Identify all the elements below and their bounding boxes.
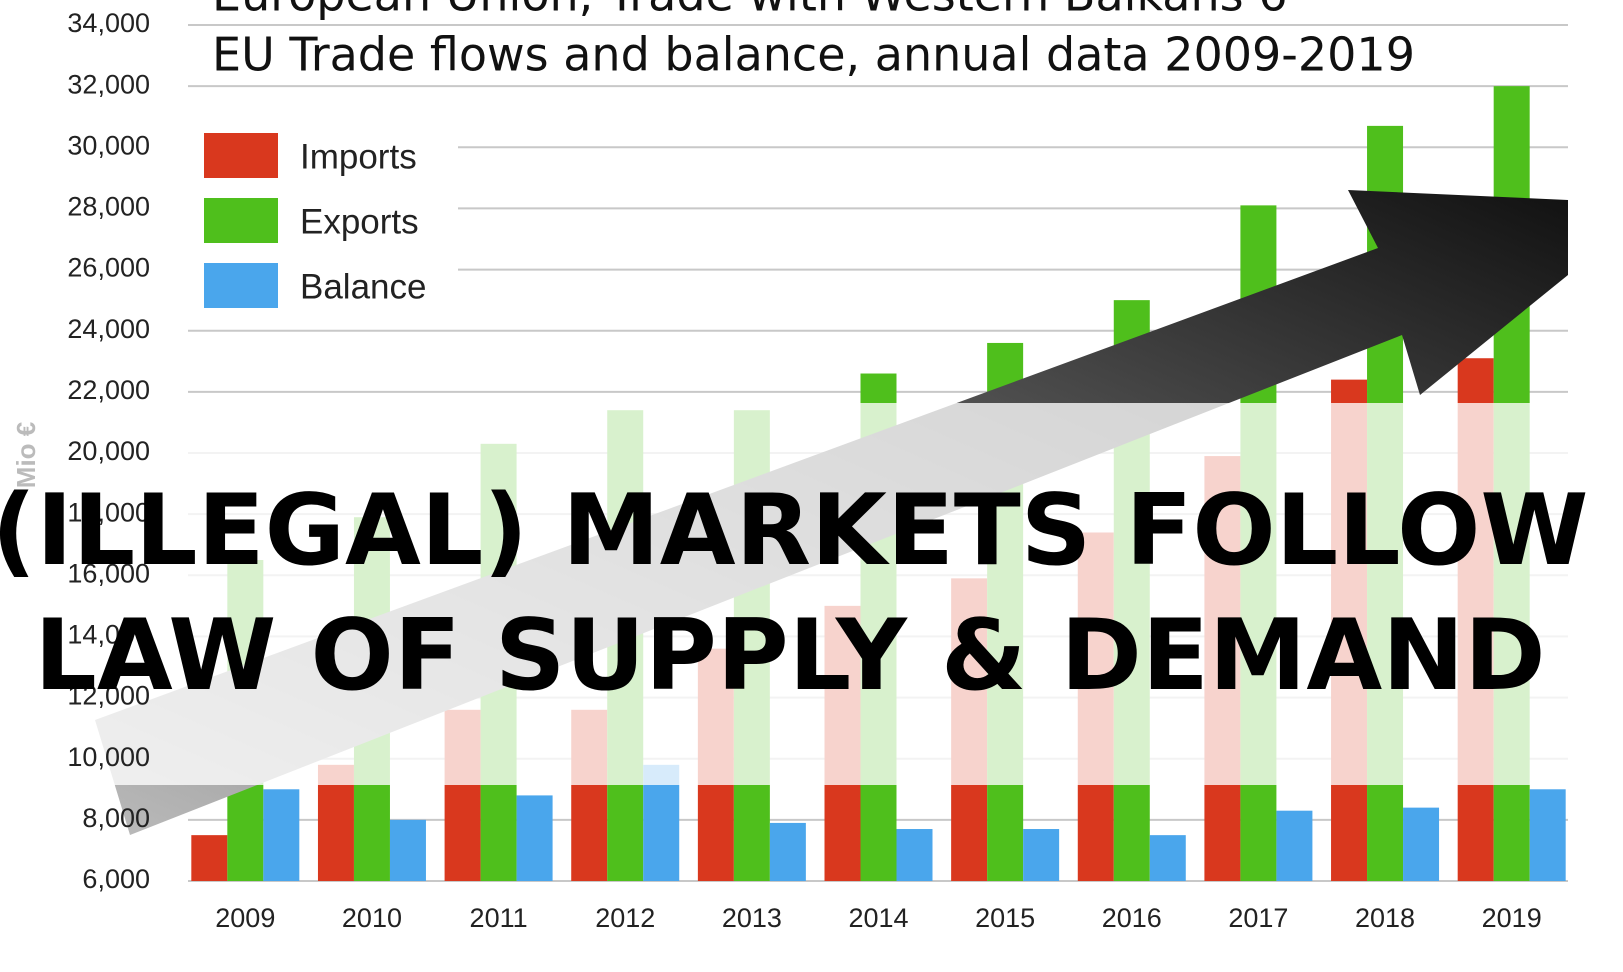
y-tick-label: 26,000 — [67, 253, 150, 283]
x-tick-label: 2014 — [848, 903, 908, 933]
bar — [770, 823, 806, 881]
bar — [1023, 829, 1059, 881]
chart: ImportsExportsBalance 6,0008,00010,00012… — [0, 0, 1623, 967]
bar — [1530, 789, 1566, 881]
x-tick-label: 2011 — [470, 903, 528, 933]
x-tick-label: 2009 — [215, 903, 275, 933]
x-tick-label: 2012 — [595, 903, 655, 933]
bar — [1403, 808, 1439, 881]
fade-band — [0, 403, 1623, 785]
x-tick-label: 2013 — [722, 903, 782, 933]
x-tick-label: 2018 — [1355, 903, 1415, 933]
legend-swatch — [204, 263, 278, 308]
x-tick-label: 2017 — [1228, 903, 1288, 933]
y-tick-label: 24,000 — [67, 314, 150, 344]
x-tick-label: 2010 — [342, 903, 402, 933]
x-tick-label: 2015 — [975, 903, 1035, 933]
y-tick-label: 32,000 — [67, 69, 150, 99]
y-tick-label: 30,000 — [67, 130, 150, 160]
y-tick-label: 22,000 — [67, 375, 150, 405]
legend-label: Exports — [300, 202, 419, 241]
chart-title: European Union, Trade with Western Balka… — [212, 0, 1287, 22]
bar — [1276, 811, 1312, 881]
bar — [191, 835, 227, 881]
y-tick-label: 28,000 — [67, 192, 150, 222]
y-tick-label: 8,000 — [82, 803, 150, 833]
y-tick-label: 10,000 — [67, 742, 150, 772]
legend-swatch — [204, 133, 278, 178]
legend-swatch — [204, 198, 278, 243]
bar — [517, 795, 553, 881]
chart-subtitle: EU Trade flows and balance, annual data … — [212, 28, 1415, 82]
legend-label: Balance — [300, 267, 426, 306]
y-tick-label: 20,000 — [67, 436, 150, 466]
x-tick-label: 2016 — [1102, 903, 1162, 933]
bar — [390, 820, 426, 881]
legend-label: Imports — [300, 137, 417, 176]
bar — [897, 829, 933, 881]
overlay-text: (ILLEGAL) MARKETS FOLLOW — [0, 474, 1589, 588]
x-tick-label: 2019 — [1482, 903, 1542, 933]
y-tick-label: 6,000 — [82, 864, 150, 894]
bar — [263, 789, 299, 881]
y-tick-label: 34,000 — [67, 8, 150, 38]
overlay-text: LAW OF SUPPLY & DEMAND — [34, 599, 1545, 713]
bar — [1150, 835, 1186, 881]
